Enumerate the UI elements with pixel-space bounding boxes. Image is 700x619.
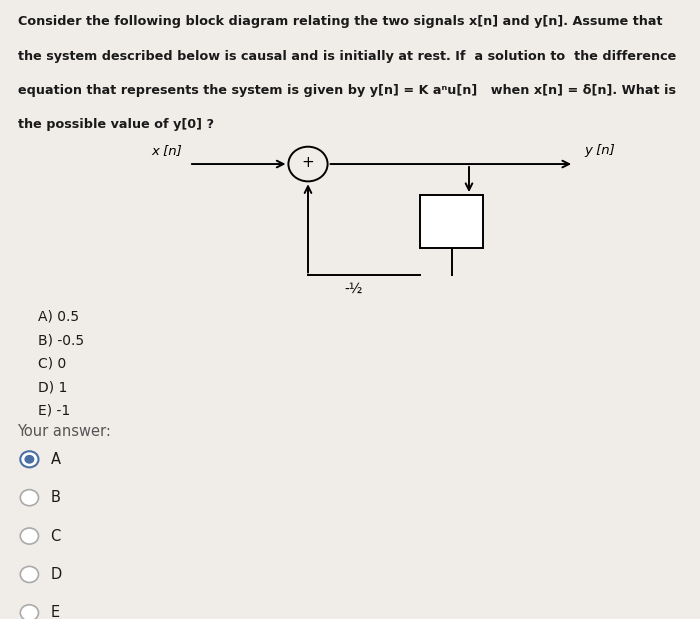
Text: D) 1: D) 1: [38, 380, 68, 394]
Text: B: B: [50, 490, 60, 505]
Text: equation that represents the system is given by y[n] = K aⁿu[n]   when x[n] = δ[: equation that represents the system is g…: [18, 84, 676, 97]
Circle shape: [20, 490, 38, 506]
Circle shape: [20, 605, 38, 619]
Text: E: E: [50, 605, 60, 619]
Text: -½: -½: [344, 282, 363, 296]
Text: the possible value of y[0] ?: the possible value of y[0] ?: [18, 118, 213, 131]
Text: x [n]: x [n]: [151, 144, 182, 157]
Text: +: +: [302, 155, 314, 170]
Text: A) 0.5: A) 0.5: [38, 310, 80, 324]
Text: Your answer:: Your answer:: [18, 424, 111, 439]
Text: the system described below is causal and is initially at rest. If  a solution to: the system described below is causal and…: [18, 50, 676, 63]
Text: B) -0.5: B) -0.5: [38, 333, 85, 347]
Text: A: A: [50, 452, 60, 467]
Text: D: D: [50, 567, 62, 582]
Text: C: C: [50, 529, 61, 543]
Circle shape: [20, 451, 38, 467]
FancyBboxPatch shape: [420, 195, 483, 248]
Circle shape: [20, 528, 38, 544]
Circle shape: [25, 455, 34, 464]
Circle shape: [20, 566, 38, 582]
Text: D: D: [446, 214, 457, 229]
Text: Consider the following block diagram relating the two signals x[n] and y[n]. Ass: Consider the following block diagram rel…: [18, 15, 662, 28]
Text: E) -1: E) -1: [38, 404, 71, 418]
Text: C) 0: C) 0: [38, 357, 66, 371]
Text: y [n]: y [n]: [584, 144, 615, 157]
